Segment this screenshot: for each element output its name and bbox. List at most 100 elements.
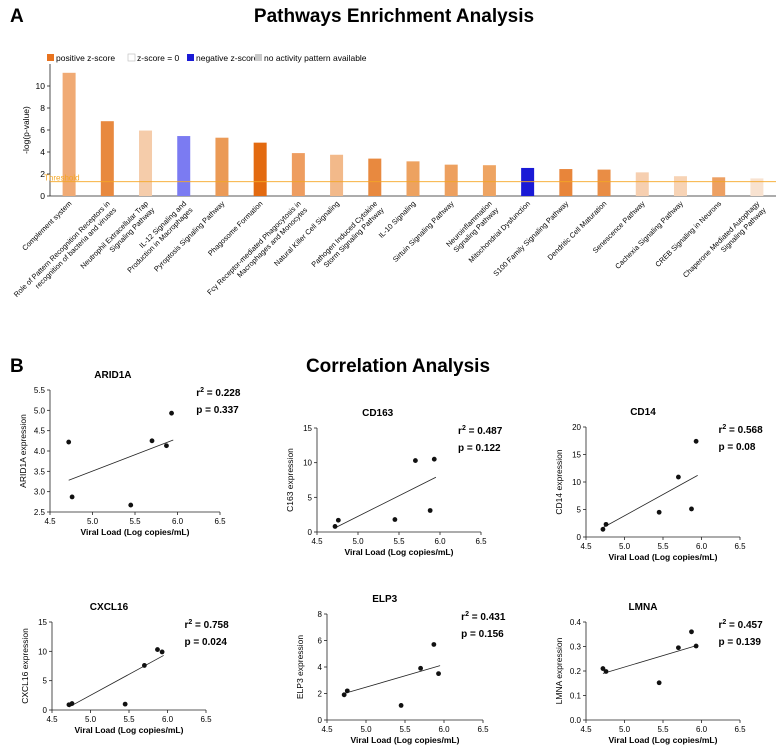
scatter-plot-cd163: CD163 0 5 10 15 4.5 5.0 5.5 6.0 6.5 Viral Load (Lo… xyxy=(285,408,503,557)
bar-complement-system xyxy=(62,72,76,196)
p-value-label: p = 0.08 xyxy=(718,442,755,453)
x-tick-label: 4.5 xyxy=(321,725,333,734)
data-point xyxy=(155,647,160,652)
y-tick-label: 0 xyxy=(318,716,323,725)
y-tick-label: 15 xyxy=(38,618,47,627)
scatter-title: CXCL16 xyxy=(90,602,129,613)
y-tick-label: 20 xyxy=(572,423,581,432)
data-point xyxy=(142,663,147,668)
data-point xyxy=(164,443,169,449)
x-tick-label: 5.5 xyxy=(657,725,669,734)
data-point xyxy=(169,410,174,416)
bar-dendritic-cell-maturation xyxy=(597,169,611,196)
r-squared-label: r2 = 0.568 xyxy=(718,424,763,436)
y-tick-label: 3.0 xyxy=(34,488,46,497)
panel-a-letter: A xyxy=(10,6,24,27)
data-point xyxy=(693,643,699,649)
bar-neuroinflammation-signaling-pathway xyxy=(482,165,496,196)
data-point xyxy=(332,524,338,529)
x-tick-label: 5.5 xyxy=(657,542,669,551)
scatter-plot-arid1a: ARID1A 2.5 3.0 3.5 4.0 4.5 5.0 5.5 4.5 5.0 5.5 6.0 6… xyxy=(18,370,241,537)
x-tick-label: 6.5 xyxy=(477,725,489,734)
r-squared-label: r2 = 0.228 xyxy=(196,387,241,399)
regression-line xyxy=(68,439,174,481)
x-tick-label: 4.5 xyxy=(44,517,56,526)
r-squared-label: r2 = 0.487 xyxy=(458,425,503,437)
data-point xyxy=(431,642,437,647)
legend-swatch-positive xyxy=(47,54,54,61)
legend-label-no-activity: no activity pattern available xyxy=(264,53,367,63)
data-point xyxy=(149,438,155,444)
x-tick-label: 5.0 xyxy=(85,715,97,724)
x-tick-label: S100 Family Signaling Pathway xyxy=(491,199,570,278)
bar-cachexia-signaling-pathway xyxy=(673,176,687,196)
y-tick-label: 0.3 xyxy=(570,643,582,652)
data-point xyxy=(689,506,694,512)
legend-swatch-no-activity xyxy=(255,54,262,61)
legend: positive z-score z-score = 0 negative z-… xyxy=(47,53,367,63)
data-point xyxy=(676,645,681,651)
x-tick-label: 5.0 xyxy=(619,542,631,551)
p-value-label: p = 0.122 xyxy=(458,443,501,454)
regression-line xyxy=(602,644,698,674)
y-tick-label: 5.0 xyxy=(34,406,46,415)
y-tick-label: 2.5 xyxy=(34,508,46,517)
y-tick-label: 0 xyxy=(577,533,582,542)
bar-pyroptosis-signaling-pathway xyxy=(215,137,229,196)
data-point xyxy=(427,508,433,513)
y-tick-label: 0 xyxy=(43,706,48,715)
y-axis-label: C163 expression xyxy=(285,448,295,512)
data-point xyxy=(600,526,606,532)
x-tick-label: 4.5 xyxy=(580,542,592,551)
data-point xyxy=(603,521,609,527)
scatter-plot-elp3: ELP3 0 2 4 6 8 4.5 5.0 5.5 6.0 6.5 Viral Load (Log … xyxy=(295,594,506,745)
scatter-title: CD163 xyxy=(362,408,394,419)
x-tick-label: 5.5 xyxy=(399,725,411,734)
bar-s100-family-signaling-pathway xyxy=(559,169,573,196)
x-tick-label: 6.0 xyxy=(438,725,450,734)
y-tick-label: 5 xyxy=(308,493,313,502)
x-axis-label: Viral Load (Log copies/mL) xyxy=(75,725,184,735)
y-tick-label: 2 xyxy=(40,169,45,179)
bar-il-12-signaling-and-production-in-macrop xyxy=(177,136,191,196)
y-tick-label: 5 xyxy=(43,677,48,686)
x-tick-label: 6.5 xyxy=(475,537,487,546)
y-tick-label: 10 xyxy=(572,478,581,487)
data-point xyxy=(418,665,423,671)
x-tick-label: Chaperone Mediated AutophagySignaling Pa… xyxy=(681,199,768,286)
y-tick-label: 0.1 xyxy=(570,692,582,701)
scatter-title: ARID1A xyxy=(94,370,131,381)
y-tick-label: 6 xyxy=(40,125,45,135)
legend-swatch-zero xyxy=(127,53,136,62)
y-tick-label: 0.2 xyxy=(570,667,582,676)
x-tick-label: CREB Signaling in Neurons xyxy=(653,199,723,269)
data-point xyxy=(69,494,75,500)
y-axis-label: CD14 expression xyxy=(554,449,564,514)
bar-sirtuin-signaling-pathway xyxy=(444,164,458,196)
y-tick-label: 0 xyxy=(308,528,313,537)
y-tick-label: 4.5 xyxy=(34,427,46,436)
scatter-title: ELP3 xyxy=(372,594,397,605)
y-axis-label: -log(p-value) xyxy=(21,106,31,154)
data-point xyxy=(344,688,350,694)
y-tick-label: 4 xyxy=(40,147,45,157)
data-point xyxy=(693,438,699,444)
x-tick-label: 5.0 xyxy=(619,725,631,734)
r-squared-label: r2 = 0.457 xyxy=(718,619,763,631)
bar-phagosome-formation xyxy=(253,142,267,196)
bar-chaperone-mediated-autophagy-signaling-p xyxy=(750,178,764,196)
x-tick-label: 6.0 xyxy=(696,725,708,734)
scatter-plot-cxcl16: CXCL16 0 5 10 15 4.5 5.0 5.5 6.0 6.5 Viral Load (L… xyxy=(20,602,229,735)
data-point xyxy=(66,439,72,445)
x-tick-label: 5.0 xyxy=(352,537,364,546)
x-tick-label: 5.0 xyxy=(360,725,372,734)
scatter-plot-cd14: CD14 0 5 10 15 20 4.5 5.0 5.5 6.0 6.5 Viral Load (L… xyxy=(554,407,763,562)
y-axis-label: CXCL16 expression xyxy=(20,628,30,704)
x-axis-label: Viral Load (Log copies/mL) xyxy=(351,735,460,745)
bar-natural-killer-cell-signaling xyxy=(330,154,344,196)
regression-line xyxy=(68,655,164,708)
data-point xyxy=(413,458,418,463)
p-value-label: p = 0.024 xyxy=(184,637,227,648)
correlation-title: Correlation Analysis xyxy=(306,356,490,377)
y-tick-label: 2 xyxy=(318,690,323,699)
